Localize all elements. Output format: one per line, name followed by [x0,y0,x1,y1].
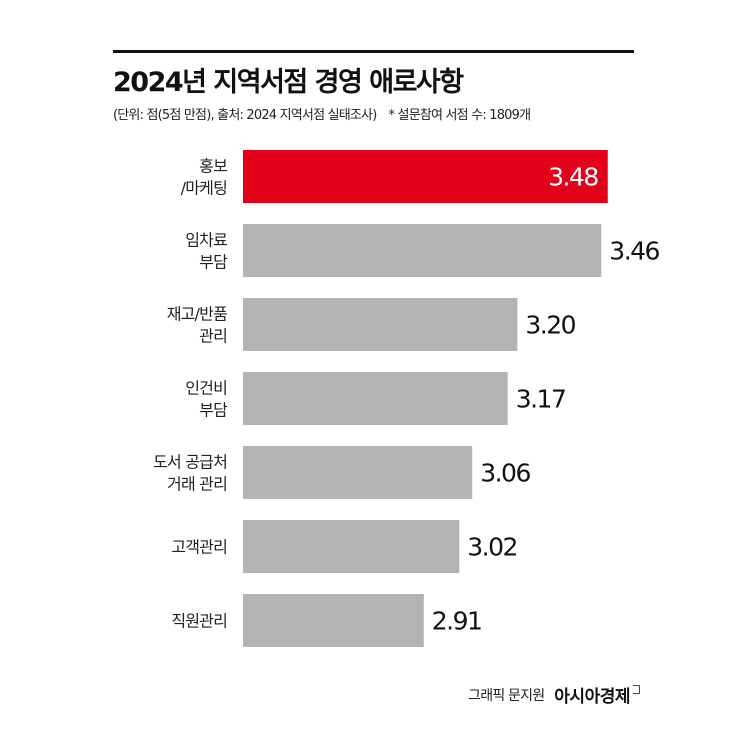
publisher-logo: 아시아경제 [554,687,630,707]
data-label: 3.48 [548,163,598,192]
category-label: 임차료 [185,231,227,250]
footer: 그래픽 문지원 아시아경제 [468,682,640,707]
category-label: 재고/반품 [167,305,227,324]
unit-source: (단위: 점(5점 만점), 출처: 2024 지역서점 실태조사) [113,108,377,123]
data-label: 3.20 [525,311,575,340]
data-label: 3.17 [516,385,566,414]
data-label: 3.02 [467,533,517,562]
top-rule [113,50,634,53]
bar [243,224,602,277]
survey-note: * 설문참여 서점 수: 1809개 [388,108,532,123]
category-label: 부담 [199,253,228,272]
bar [243,520,460,573]
bar [243,446,473,499]
data-label: 3.46 [609,237,659,266]
category-label: 직원관리 [171,612,227,631]
bar [243,372,508,425]
data-label: 2.91 [432,607,482,636]
chart-title: 2024년 지역서점 경영 애로사항 [113,67,464,98]
category-label: 부담 [199,401,228,420]
logo-mark-icon [633,685,640,694]
category-label: 고객관리 [171,538,227,557]
category-label: 홍보 [199,157,227,176]
graphic-credit: 그래픽 문지원 [468,687,545,704]
category-label: 도서 공급처 [153,453,227,472]
bar [243,298,518,351]
category-label: 거래 관리 [167,475,227,494]
category-label: /마케팅 [181,179,227,198]
bar [243,150,608,203]
category-label: 인건비 [185,379,227,398]
chart-subtitle: (단위: 점(5점 만점), 출처: 2024 지역서점 실태조사) * 설문참여… [113,104,532,123]
category-label: 관리 [199,327,227,346]
bar [243,594,424,647]
data-label: 3.06 [480,459,530,488]
